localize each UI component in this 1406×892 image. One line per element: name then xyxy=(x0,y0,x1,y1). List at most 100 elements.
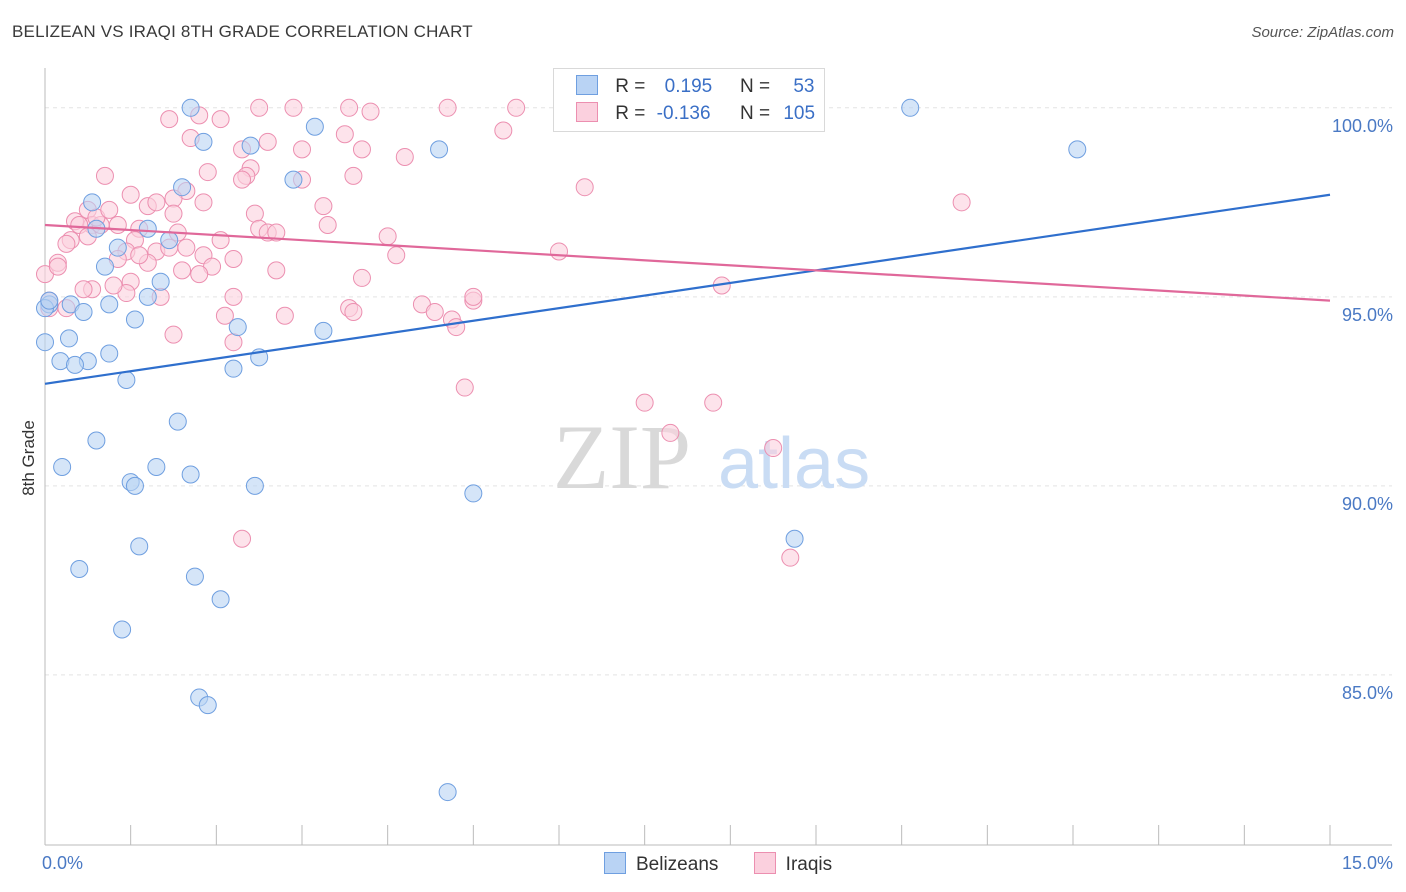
data-point-iraqis xyxy=(100,200,119,219)
data-point-iraqis xyxy=(952,193,971,212)
y-tick-label: 95.0% xyxy=(1342,305,1393,325)
data-point-belizeans xyxy=(245,476,264,495)
data-point-iraqis xyxy=(704,393,723,412)
n-value: 53 xyxy=(793,76,815,97)
data-point-belizeans xyxy=(130,537,149,556)
chart-title: BELIZEAN VS IRAQI 8TH GRADE CORRELATION … xyxy=(12,22,473,41)
data-point-iraqis xyxy=(164,325,183,344)
data-point-iraqis xyxy=(635,393,654,412)
gridlines xyxy=(45,107,1392,676)
data-point-belizeans xyxy=(53,457,72,476)
data-point-belizeans xyxy=(70,560,89,579)
source-label: Source: ZipAtlas.com xyxy=(1251,24,1394,41)
legend-swatch-belizeans xyxy=(576,75,598,95)
data-point-iraqis xyxy=(764,439,783,458)
data-point-iraqis xyxy=(340,98,359,117)
data-point-iraqis xyxy=(121,185,140,204)
legend-item-belizeans[interactable]: Belizeans xyxy=(604,852,718,876)
data-point-iraqis xyxy=(48,257,67,276)
data-point-iraqis xyxy=(284,98,303,117)
data-point-belizeans xyxy=(59,329,78,348)
data-point-iraqis xyxy=(267,223,286,242)
data-point-iraqis xyxy=(57,234,76,253)
data-point-iraqis xyxy=(160,110,179,129)
data-point-belizeans xyxy=(151,272,170,291)
data-point-belizeans xyxy=(211,590,230,609)
data-point-iraqis xyxy=(425,302,444,321)
data-point-iraqis xyxy=(438,98,457,117)
data-point-iraqis xyxy=(147,193,166,212)
data-point-belizeans xyxy=(147,457,166,476)
data-point-iraqis xyxy=(344,166,363,185)
r-value: 0.195 xyxy=(664,76,713,97)
data-point-belizeans xyxy=(430,140,449,159)
data-point-belizeans xyxy=(74,302,93,321)
y-tick-label: 85.0% xyxy=(1342,683,1393,703)
data-point-iraqis xyxy=(550,242,568,261)
x-tick-label: 15.0% xyxy=(1342,853,1393,873)
data-point-belizeans xyxy=(65,355,84,374)
data-point-iraqis xyxy=(464,287,483,306)
data-point-iraqis xyxy=(335,125,354,144)
data-point-iraqis xyxy=(224,287,243,306)
data-point-iraqis xyxy=(211,110,230,129)
data-point-belizeans xyxy=(464,484,483,503)
stats-legend: R = 0.195 N = 53 R = -0.136 N = 105 xyxy=(553,68,825,132)
legend-swatch-iraqis xyxy=(753,852,776,874)
data-point-iraqis xyxy=(455,378,474,397)
y-tick-label: 100.0% xyxy=(1332,116,1393,136)
watermark-atlas: atlas xyxy=(718,424,870,504)
data-point-belizeans xyxy=(87,431,106,450)
data-point-iraqis xyxy=(245,204,264,223)
n-value: 105 xyxy=(783,103,816,124)
data-point-belizeans xyxy=(168,412,187,431)
data-point-belizeans xyxy=(785,529,804,548)
n-label: N = xyxy=(739,76,771,97)
data-point-iraqis xyxy=(177,238,196,257)
data-point-iraqis xyxy=(108,216,127,234)
data-point-iraqis xyxy=(661,423,680,442)
data-point-iraqis xyxy=(233,529,252,548)
data-point-iraqis xyxy=(781,548,800,567)
data-point-iraqis xyxy=(233,170,252,189)
axes xyxy=(44,68,1392,846)
y-tick-label: 90.0% xyxy=(1342,494,1393,514)
r-value: -0.136 xyxy=(656,103,711,124)
data-point-iraqis xyxy=(314,197,333,216)
trend-line-belizeans xyxy=(44,193,1331,385)
data-point-iraqis xyxy=(293,140,311,159)
data-point-iraqis xyxy=(215,306,234,325)
data-point-iraqis xyxy=(378,227,397,246)
series-legend: Belizeans Iraqis xyxy=(604,852,862,876)
watermark: ZIP atlas xyxy=(553,406,870,508)
data-point-iraqis xyxy=(447,318,466,337)
data-point-belizeans xyxy=(181,465,200,484)
data-point-iraqis xyxy=(74,280,93,299)
data-point-belizeans xyxy=(194,132,213,151)
data-point-iraqis xyxy=(318,216,337,234)
data-point-iraqis xyxy=(275,306,294,325)
data-point-belizeans xyxy=(198,696,217,715)
data-point-iraqis xyxy=(224,250,243,269)
legend-swatch-belizeans xyxy=(604,852,626,874)
data-point-iraqis xyxy=(352,268,371,287)
axis-labels: 85.0% 90.0% 95.0% 100.0% 0.0% 15.0% 8th Grade xyxy=(19,116,1393,873)
data-point-iraqis xyxy=(198,163,217,182)
data-point-belizeans xyxy=(138,219,157,238)
legend-item-iraqis[interactable]: Iraqis xyxy=(753,852,833,876)
data-point-belizeans xyxy=(138,287,157,306)
data-point-iraqis xyxy=(361,102,380,121)
data-point-iraqis xyxy=(250,98,269,117)
data-points xyxy=(36,98,1087,802)
data-point-belizeans xyxy=(113,620,132,639)
data-point-belizeans xyxy=(100,344,119,363)
data-point-iraqis xyxy=(344,302,363,321)
data-point-belizeans xyxy=(95,257,114,276)
data-point-iraqis xyxy=(104,276,123,295)
data-point-iraqis xyxy=(130,246,149,265)
watermark-zip: ZIP xyxy=(553,406,691,508)
legend-label-belizeans: Belizeans xyxy=(636,854,719,875)
data-point-belizeans xyxy=(173,178,192,197)
data-point-belizeans xyxy=(224,359,243,378)
legend-label-iraqis: Iraqis xyxy=(785,854,833,875)
